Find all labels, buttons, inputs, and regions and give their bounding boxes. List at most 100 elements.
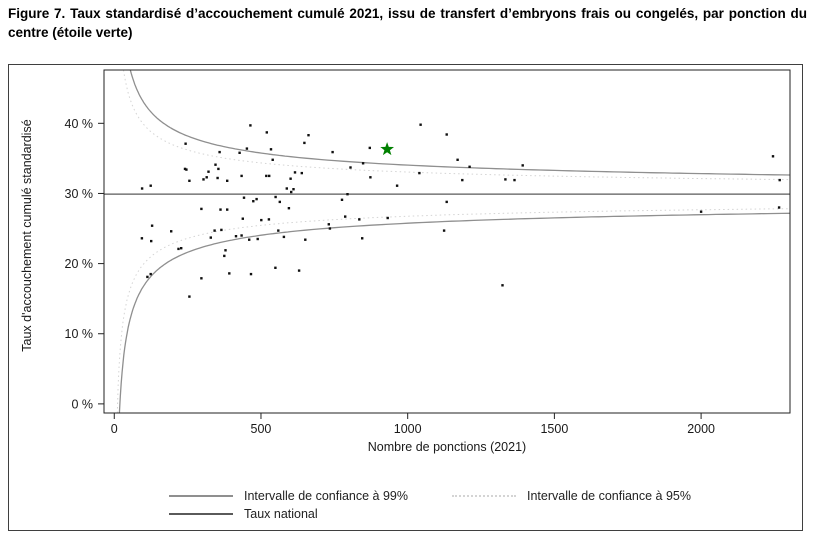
- plot-frame: [103, 69, 791, 414]
- center-point: [340, 198, 344, 201]
- center-point: [260, 218, 263, 222]
- legend-item-national: Taux national: [169, 507, 318, 521]
- center-point: [328, 227, 332, 230]
- center-point: [228, 272, 231, 275]
- center-point: [287, 207, 291, 210]
- center-point: [307, 134, 310, 137]
- legend-item-ci95: Intervalle de confiance à 95%: [452, 489, 691, 503]
- center-point: [183, 167, 187, 171]
- center-point: [395, 184, 399, 187]
- center-point: [346, 193, 349, 196]
- center-point: [224, 249, 227, 252]
- center-point: [245, 147, 249, 150]
- center-point: [290, 190, 293, 194]
- center-point: [209, 236, 212, 239]
- center-point: [344, 215, 347, 218]
- center-point: [349, 166, 352, 169]
- center-point: [277, 229, 280, 232]
- center-point: [242, 196, 246, 199]
- center-point: [699, 210, 703, 213]
- center-point: [513, 178, 516, 182]
- funnel-chart: 0 500 1000 1500 2000 0 % 10 % 20 % 30 % 40 % Nombr…: [20, 69, 791, 454]
- center-point: [218, 150, 221, 154]
- center-point: [282, 235, 286, 239]
- center-point: [146, 275, 149, 279]
- center-point: [217, 167, 220, 171]
- center-point: [300, 171, 303, 175]
- center-point: [521, 164, 524, 167]
- center-point: [249, 124, 252, 127]
- center-point: [445, 200, 448, 204]
- center-point: [150, 224, 154, 227]
- center-point: [226, 208, 229, 211]
- center-point: [226, 179, 229, 182]
- center-point: [188, 179, 191, 182]
- center-point: [285, 187, 288, 190]
- figure-title: Figure 7. Taux standardisé d’accouchemen…: [8, 6, 807, 40]
- center-point: [140, 237, 144, 240]
- center-point: [293, 171, 297, 174]
- y-tick-label: 10 %: [65, 327, 94, 341]
- center-point: [216, 176, 219, 180]
- center-point: [327, 223, 330, 226]
- center-point: [170, 230, 173, 233]
- center-point: [274, 266, 277, 269]
- ci99-lower-curve: [118, 212, 790, 414]
- center-point: [271, 158, 274, 161]
- center-point: [219, 208, 222, 211]
- ci99-upper-curve: [129, 69, 790, 176]
- center-point: [252, 200, 255, 203]
- ci95-line-swatch-icon: [452, 495, 516, 497]
- center-point: [501, 284, 504, 287]
- center-point: [419, 123, 422, 126]
- center-point: [265, 131, 268, 134]
- center-point: [188, 295, 191, 298]
- center-point: [149, 272, 152, 276]
- center-point: [504, 178, 507, 181]
- center-point: [303, 141, 306, 145]
- center-point: [278, 200, 281, 204]
- center-point: [207, 170, 210, 173]
- center-point: [418, 171, 421, 175]
- center-point: [289, 177, 292, 180]
- center-point: [184, 142, 187, 145]
- center-point: [238, 151, 241, 154]
- center-point: [445, 133, 448, 136]
- center-point: [205, 176, 208, 179]
- center-point: [220, 228, 223, 232]
- x-tick-label: 0: [111, 422, 118, 436]
- center-point: [297, 269, 301, 272]
- center-point: [223, 254, 226, 258]
- center-point: [386, 216, 389, 220]
- x-tick-label: 500: [251, 422, 272, 436]
- x-tick-label: 2000: [687, 422, 715, 436]
- center-point: [778, 178, 781, 182]
- green-star-marker: [380, 142, 394, 156]
- center-point: [180, 247, 183, 250]
- center-point: [249, 272, 253, 276]
- ci99-legend-label: Intervalle de confiance à 99%: [244, 489, 408, 503]
- center-point: [331, 150, 334, 154]
- center-point: [265, 174, 268, 178]
- center-point: [214, 163, 217, 166]
- center-point: [361, 162, 365, 165]
- center-point: [304, 238, 307, 241]
- ci99-line-swatch-icon: [169, 495, 233, 497]
- figure-box: 0 500 1000 1500 2000 0 % 10 % 20 % 30 % 40 % Nombr…: [8, 64, 803, 531]
- center-point: [461, 178, 464, 182]
- center-point: [468, 165, 471, 168]
- center-point: [149, 184, 152, 187]
- x-tick-label: 1000: [394, 422, 422, 436]
- national-legend-label: Taux national: [244, 507, 318, 521]
- center-point: [240, 174, 243, 178]
- center-point: [140, 187, 144, 190]
- center-point: [771, 155, 775, 158]
- center-point: [185, 168, 188, 171]
- center-point: [248, 238, 251, 241]
- center-point: [267, 218, 271, 221]
- center-point: [274, 195, 277, 199]
- ci95-lower-curve: [116, 208, 790, 414]
- center-point: [368, 146, 371, 150]
- y-axis-label: Taux d'accouchement cumulé standardisé: [20, 119, 34, 351]
- y-tick-label: 40 %: [65, 117, 94, 131]
